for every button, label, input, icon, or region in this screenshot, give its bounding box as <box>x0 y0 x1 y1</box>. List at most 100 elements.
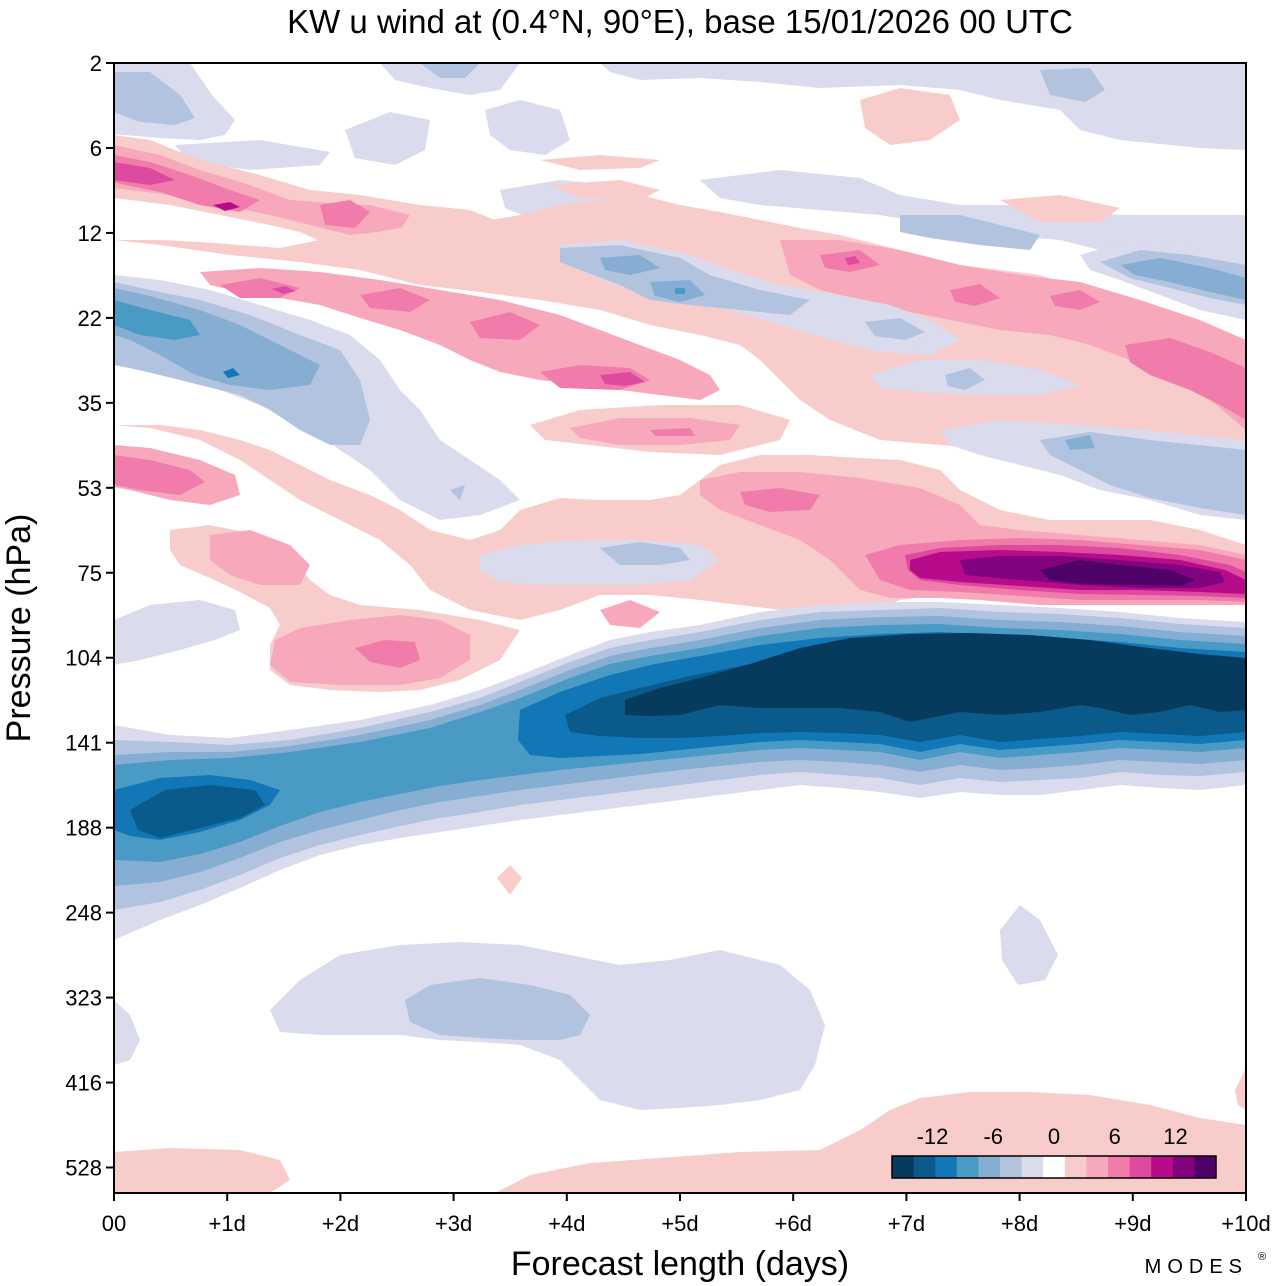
contour-mid-negative <box>560 240 1246 520</box>
contour-band <box>550 180 660 200</box>
contour-band <box>740 488 820 512</box>
contour-band <box>600 372 645 386</box>
contour-upper-positive <box>114 88 1120 255</box>
x-tick-label: 00 <box>102 1211 126 1236</box>
y-tick-label: 104 <box>65 646 102 671</box>
contour-band <box>320 200 370 228</box>
x-axis: 00 +1d +2d +3d +4d +5d +6d +7d +8d +9d +10d <box>102 1193 1271 1236</box>
contour-band <box>625 633 1246 722</box>
contour-band <box>600 600 660 628</box>
colorbar-label: -12 <box>917 1124 949 1149</box>
y-tick-label: 2 <box>90 51 102 76</box>
contour-band <box>220 278 300 298</box>
x-tick-label: +3d <box>435 1211 472 1236</box>
colorbar-swatch <box>935 1156 958 1178</box>
colorbar-frame <box>891 1155 1217 1179</box>
contour-band <box>900 215 1040 250</box>
contour-band <box>114 72 195 125</box>
contour-band <box>675 288 685 294</box>
x-tick-label: +6d <box>775 1211 812 1236</box>
contour-band <box>213 202 240 211</box>
contour-band <box>1065 435 1095 450</box>
contour-upper-negative <box>114 63 1246 255</box>
contour-band <box>480 540 720 585</box>
contour-band <box>650 428 695 436</box>
chart-title: KW u wind at (0.4°N, 90°E), base 15/01/2… <box>287 3 1073 40</box>
y-tick-label: 12 <box>78 221 102 246</box>
y-tick-label: 35 <box>78 391 102 416</box>
contour-band <box>950 284 1000 306</box>
y-axis: 2 6 12 22 35 53 75 104 141 188 248 323 416 528 <box>65 51 114 1181</box>
colorbar-swatch <box>892 1156 914 1178</box>
colorbar-swatch <box>1129 1156 1152 1178</box>
contour-band <box>114 162 175 185</box>
modes-logo: MODES <box>1145 1256 1248 1278</box>
x-tick-label: +8d <box>1001 1211 1038 1236</box>
contour-band <box>114 300 200 340</box>
contour-band <box>355 640 420 668</box>
contour-band <box>345 112 430 165</box>
contour-upper-easterly <box>114 275 520 520</box>
contour-band <box>210 530 310 585</box>
contour-band <box>114 600 240 665</box>
contour-band <box>450 485 465 500</box>
contour-easterly-jet <box>114 602 1246 940</box>
y-tick-label: 416 <box>65 1071 102 1096</box>
contour-band <box>1050 290 1100 310</box>
contour-band <box>175 140 330 170</box>
contour-band <box>114 1148 290 1193</box>
colorbar-label: -6 <box>983 1124 1003 1149</box>
contour-lower-westerly <box>114 425 1246 692</box>
colorbar-label: 6 <box>1109 1124 1121 1149</box>
colorbar-label: 0 <box>1048 1124 1060 1149</box>
colorbar-swatch <box>1086 1156 1109 1178</box>
contour-band <box>420 63 480 78</box>
plot-area <box>114 63 1246 1193</box>
colorbar-swatch <box>1043 1156 1066 1178</box>
contour-band <box>1120 258 1246 300</box>
contour-band <box>130 785 265 838</box>
contour-band <box>600 255 660 275</box>
colorbar-swatch <box>1021 1156 1044 1178</box>
registered-mark: ® <box>1258 1251 1266 1263</box>
contour-band <box>485 100 570 155</box>
contour-band <box>114 135 520 255</box>
x-tick-label: +4d <box>548 1211 585 1236</box>
contour-band <box>470 312 540 340</box>
contour-band <box>360 288 430 312</box>
y-tick-label: 75 <box>78 561 102 586</box>
y-tick-label: 188 <box>65 816 102 841</box>
contour-band <box>700 170 1246 255</box>
x-tick-label: +5d <box>661 1211 698 1236</box>
contour-band <box>114 455 205 495</box>
colorbar-swatch <box>956 1156 979 1178</box>
contour-band <box>380 63 520 95</box>
contour-band <box>600 542 690 565</box>
colorbar-swatch <box>913 1156 936 1178</box>
x-tick-label: +2d <box>322 1211 359 1236</box>
colorbar-swatch <box>1194 1156 1217 1178</box>
contour-band <box>223 368 240 378</box>
colorbar-swatch <box>1151 1156 1174 1178</box>
contour-band <box>1040 432 1246 515</box>
contour-band <box>1125 338 1246 420</box>
y-tick-label: 22 <box>78 306 102 331</box>
contour-band <box>945 368 985 390</box>
contour-band <box>272 286 296 294</box>
y-tick-label: 53 <box>78 476 102 501</box>
colorbar: -12 -6 0 6 12 <box>891 1124 1217 1179</box>
colorbar-swatch <box>978 1156 1001 1178</box>
contour-band <box>860 88 960 145</box>
contour-band <box>114 1000 140 1065</box>
contour-band <box>1040 68 1105 102</box>
x-axis-title: Forecast length (days) <box>511 1245 849 1283</box>
contour-band <box>865 318 925 340</box>
contour-band <box>1235 1068 1246 1110</box>
contour-band <box>497 865 522 895</box>
contour-band <box>540 155 660 170</box>
y-tick-label: 248 <box>65 901 102 926</box>
colorbar-swatch <box>1108 1156 1130 1178</box>
contour-band <box>1040 560 1195 586</box>
y-axis-title: Pressure (hPa) <box>0 514 38 743</box>
